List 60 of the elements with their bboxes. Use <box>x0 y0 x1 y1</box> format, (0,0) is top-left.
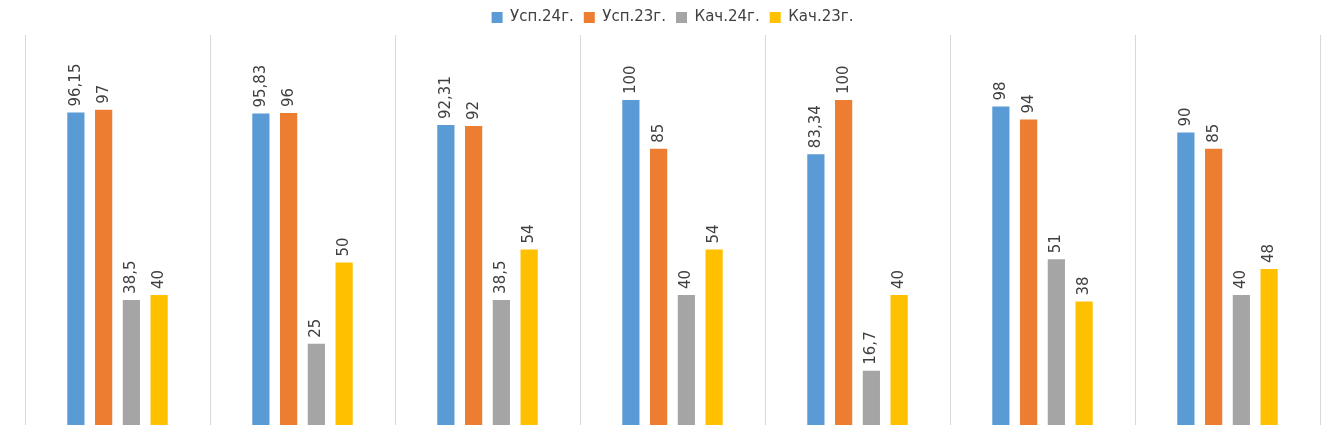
data-label: 40 <box>149 269 168 289</box>
data-label: 40 <box>1231 269 1250 289</box>
bar <box>1260 269 1278 425</box>
data-label: 83,34 <box>805 105 824 149</box>
bar <box>67 112 85 425</box>
data-label: 90 <box>1175 107 1194 127</box>
data-label: 48 <box>1259 243 1278 263</box>
data-label: 16,7 <box>861 331 880 365</box>
legend-label: Усп.23г. <box>602 7 666 26</box>
legend-label: Усп.24г. <box>510 7 574 26</box>
bar <box>252 113 270 425</box>
data-label: 51 <box>1046 234 1065 254</box>
data-label: 100 <box>833 65 852 94</box>
legend-label: Кач.24г. <box>694 7 760 26</box>
data-label: 54 <box>704 224 723 244</box>
bar <box>677 295 695 425</box>
bar <box>150 295 168 425</box>
bar <box>335 262 353 425</box>
data-label: 97 <box>93 84 112 104</box>
bar <box>95 109 113 425</box>
bar <box>280 113 298 425</box>
legend-label: Кач.23г. <box>788 7 854 26</box>
bar <box>1020 119 1038 425</box>
bar <box>650 148 668 425</box>
data-label: 95,83 <box>250 64 269 108</box>
bar <box>622 100 640 425</box>
data-label: 40 <box>676 269 695 289</box>
bar <box>520 249 538 425</box>
data-label: 38 <box>1074 276 1093 296</box>
bar <box>307 343 325 425</box>
bar <box>465 126 483 425</box>
data-label: 38,5 <box>121 260 140 294</box>
bar <box>992 106 1010 425</box>
data-label: 38,5 <box>491 260 510 294</box>
bar <box>1232 295 1250 425</box>
bar <box>1047 259 1065 425</box>
data-label: 96,15 <box>65 63 84 107</box>
bar <box>437 124 455 425</box>
data-label: 50 <box>334 237 353 257</box>
data-label: 96 <box>278 87 297 107</box>
data-label: 94 <box>1018 94 1037 114</box>
bar <box>705 249 723 425</box>
bar <box>1205 148 1223 425</box>
data-label: 92,31 <box>435 76 454 119</box>
data-label: 92 <box>463 100 482 120</box>
bar <box>862 370 880 425</box>
bar <box>492 299 510 425</box>
data-label: 54 <box>519 224 538 244</box>
bar <box>835 100 853 425</box>
bar <box>1177 132 1195 425</box>
bar <box>1075 301 1093 425</box>
bar <box>890 295 908 425</box>
data-label: 40 <box>889 269 908 289</box>
data-label: 100 <box>620 65 639 94</box>
bar <box>122 299 140 425</box>
bar <box>807 154 825 425</box>
data-label: 85 <box>648 123 667 143</box>
data-label: 25 <box>306 318 325 338</box>
data-label: 85 <box>1203 123 1222 143</box>
data-label: 98 <box>990 81 1009 101</box>
